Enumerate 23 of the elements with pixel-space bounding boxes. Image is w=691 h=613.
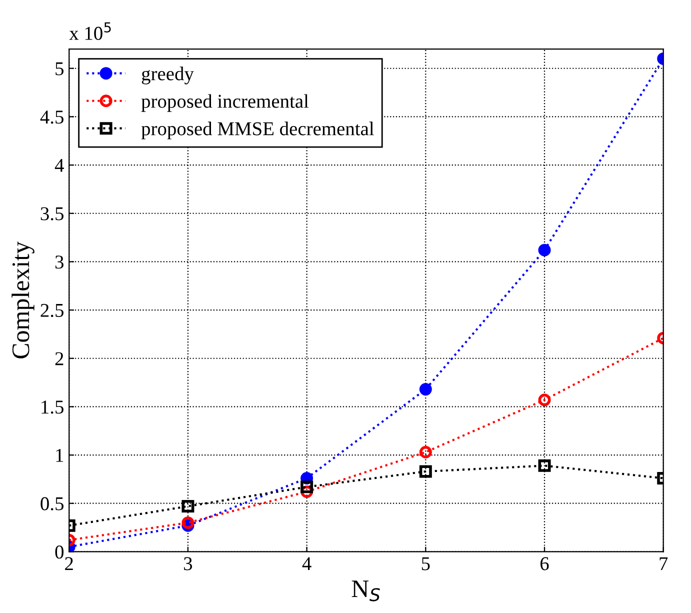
y-tick-label: 3 xyxy=(55,256,64,269)
y-tick-label: 4 xyxy=(54,158,64,172)
x-axis-title: N$_{S}$ xyxy=(352,580,380,602)
y-tick-label: 2.5 xyxy=(40,304,64,318)
legend-label: proposed incremental xyxy=(141,94,309,112)
x-tick-label: 7 xyxy=(660,557,668,570)
y-tick-label: 0 xyxy=(55,546,64,559)
x-tick-label: 5 xyxy=(422,557,430,570)
y-tick-label: 4.5 xyxy=(40,110,64,124)
y-axis-title: Complexity xyxy=(12,241,34,358)
legend-label: greedy xyxy=(142,66,194,84)
y-tick-label: 1 xyxy=(56,448,64,462)
x-tick-label: 3 xyxy=(184,557,192,570)
y-tick-label: 5 xyxy=(56,62,64,76)
y-tick-label: 1.5 xyxy=(42,400,64,414)
y-tick-label: 2 xyxy=(55,352,64,366)
legend-label: proposed MMSE decremental xyxy=(141,122,374,140)
y-tick-label: 3.5 xyxy=(40,207,64,220)
x-tick-label: 2 xyxy=(65,557,73,570)
x-tick-label: 4 xyxy=(302,557,312,570)
y-tick-label: 0.5 xyxy=(40,497,64,510)
text: x 10$^{5}$ xyxy=(69,22,111,40)
x-tick-label: 6 xyxy=(540,557,549,570)
